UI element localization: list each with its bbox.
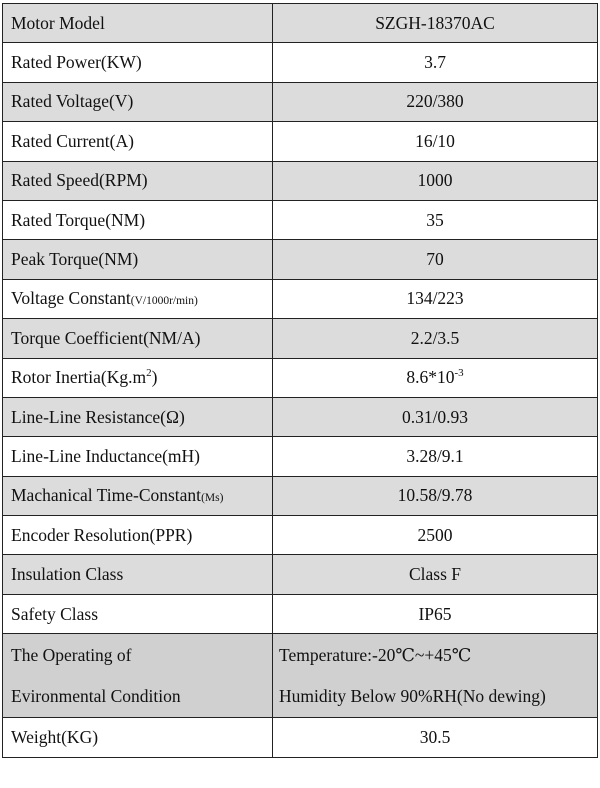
table-row: Rated Power(KW) 3.7 xyxy=(2,42,598,83)
spec-label: Line-Line Resistance(Ω) xyxy=(2,396,273,438)
environment-label-line2: Evironmental Condition xyxy=(11,686,181,706)
spec-label: Safety Class xyxy=(2,593,273,635)
spec-value: 10.58/9.78 xyxy=(272,475,598,517)
humidity-condition: Humidity Below 90%RH(No dewing) xyxy=(279,686,546,706)
spec-value: 220/380 xyxy=(272,81,598,123)
spec-value: 0.31/0.93 xyxy=(272,396,598,438)
spec-label: Motor Model xyxy=(2,2,273,44)
spec-value-cell: 8.6*10-3 xyxy=(272,357,598,398)
environment-value-cell: Temperature:-20℃~+45℃ Humidity Below 90%… xyxy=(272,633,598,719)
spec-value: 70 xyxy=(272,239,598,280)
spec-value: 3.7 xyxy=(272,42,598,83)
table-row: Insulation Class Class F xyxy=(2,554,598,595)
spec-label-cell: Machanical Time-Constant(Ms) xyxy=(2,475,273,517)
environment-row: The Operating of Evironmental Condition … xyxy=(2,633,598,719)
spec-label-unit: (Ms) xyxy=(201,492,224,505)
spec-label: Voltage Constant xyxy=(11,288,131,309)
table-row: Line-Line Inductance(mH) 3.28/9.1 xyxy=(2,436,598,477)
spec-label: Insulation Class xyxy=(2,554,273,595)
spec-value: Class F xyxy=(272,554,598,595)
table-row: Rated Speed(RPM) 1000 xyxy=(2,160,598,201)
table-row: Rotor Inertia(Kg.m2) 8.6*10-3 xyxy=(2,357,598,398)
spec-value: 1000 xyxy=(272,160,598,201)
spec-label-cell: Voltage Constant(V/1000r/min) xyxy=(2,278,273,320)
spec-value: 30.5 xyxy=(272,717,598,758)
spec-label-unit: (V/1000r/min) xyxy=(130,295,198,308)
spec-value-sup: -3 xyxy=(454,367,464,380)
spec-value: IP65 xyxy=(272,593,598,635)
environment-label-cell: The Operating of Evironmental Condition xyxy=(2,633,273,719)
spec-label-end: ) xyxy=(151,367,158,388)
table-row: Motor Model SZGH-18370AC xyxy=(2,2,598,44)
spec-value: 134/223 xyxy=(272,278,598,320)
spec-value: 2.2/3.5 xyxy=(272,318,598,359)
table-row: Rated Voltage(V) 220/380 xyxy=(2,81,598,123)
table-row: Rated Current(A) 16/10 xyxy=(2,121,598,162)
table-row: Line-Line Resistance(Ω) 0.31/0.93 xyxy=(2,396,598,438)
table-row: Voltage Constant(V/1000r/min) 134/223 xyxy=(2,278,598,320)
table-row: Encoder Resolution(PPR) 2500 xyxy=(2,515,598,556)
spec-label: Peak Torque(NM) xyxy=(2,239,273,280)
spec-label: Machanical Time-Constant xyxy=(11,485,202,506)
motor-spec-table: Motor Model SZGH-18370AC Rated Power(KW)… xyxy=(2,2,598,758)
spec-value: 16/10 xyxy=(272,121,598,162)
spec-value: 2500 xyxy=(272,515,598,556)
table-row: Peak Torque(NM) 70 xyxy=(2,239,598,280)
spec-label: Line-Line Inductance(mH) xyxy=(2,436,273,477)
spec-value: 8.6*10 xyxy=(406,367,455,388)
spec-label-cell: Rotor Inertia(Kg.m2) xyxy=(2,357,273,398)
spec-label: Rated Speed(RPM) xyxy=(2,160,273,201)
spec-label: Rated Voltage(V) xyxy=(2,81,273,123)
table-row: Machanical Time-Constant(Ms) 10.58/9.78 xyxy=(2,475,598,517)
spec-label: Torque Coefficient(NM/A) xyxy=(2,318,273,359)
spec-label: Encoder Resolution(PPR) xyxy=(2,515,273,556)
spec-label: Rated Current(A) xyxy=(2,121,273,162)
table-row: Rated Torque(NM) 35 xyxy=(2,199,598,241)
spec-value: 35 xyxy=(272,199,598,241)
table-row: Weight(KG) 30.5 xyxy=(2,717,598,758)
spec-value: SZGH-18370AC xyxy=(272,2,598,44)
spec-label: Rotor Inertia(Kg.m xyxy=(11,367,147,388)
spec-label: Rated Power(KW) xyxy=(2,42,273,83)
table-row: Safety Class IP65 xyxy=(2,593,598,635)
spec-label: Weight(KG) xyxy=(2,717,273,758)
spec-value: 3.28/9.1 xyxy=(272,436,598,477)
temperature-range: Temperature:-20℃~+45℃ xyxy=(279,644,472,665)
environment-label-line1: The Operating of xyxy=(11,644,132,665)
table-row: Torque Coefficient(NM/A) 2.2/3.5 xyxy=(2,318,598,359)
spec-label: Rated Torque(NM) xyxy=(2,199,273,241)
spec-label-sup: 2 xyxy=(146,367,152,380)
